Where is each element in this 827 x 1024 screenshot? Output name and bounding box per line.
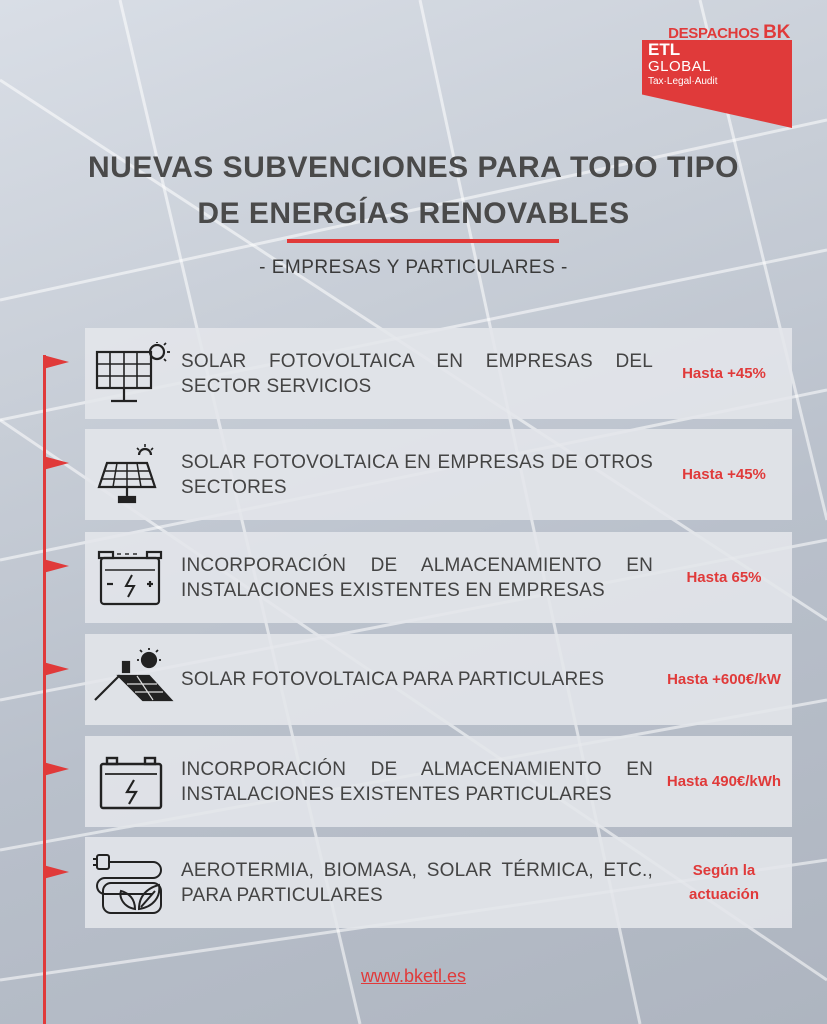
item-label: SOLAR FOTOVOLTAICA PARA PARTICULARES — [181, 669, 605, 690]
website-link[interactable]: www.bketl.es — [360, 966, 467, 986]
subtitle: - EMPRESAS Y PARTICULARES - — [259, 257, 568, 278]
battery-storage-icon — [93, 546, 175, 610]
list-item: SOLAR FOTOVOLTAICA EN EMPRESAS DE OTROS … — [85, 429, 792, 520]
list-item: INCORPORACIÓN DE ALMACENAMIENTO EN INSTA… — [85, 532, 792, 623]
item-amount: Hasta +600€/kW — [667, 670, 781, 688]
item-amount: Según la actuación — [688, 861, 760, 903]
battery-icon — [93, 750, 175, 814]
eco-plug-icon — [93, 851, 175, 915]
solar-panel-stand-icon — [93, 443, 175, 507]
logo-etl: ETL — [648, 40, 681, 59]
list-item: INCORPORACIÓN DE ALMACENAMIENTO EN INSTA… — [85, 736, 792, 827]
title-line-1: NUEVAS SUBVENCIONES PARA TODO TIPO — [88, 151, 739, 184]
list-item: SOLAR FOTOVOLTAICA PARA PARTICULARES Has… — [85, 634, 792, 725]
item-label: AEROTERMIA, BIOMASA, SOLAR TÉRMICA, ETC.… — [181, 859, 653, 906]
page-title: NUEVAS SUBVENCIONES PARA TODO TIPO DE EN… — [40, 145, 787, 237]
item-amount: Hasta +45% — [682, 364, 766, 382]
logo: DESPACHOS BK ETL GLOBAL Tax·Legal·Audit — [640, 22, 792, 128]
item-amount: Hasta +45% — [682, 465, 766, 483]
list-item: AEROTERMIA, BIOMASA, SOLAR TÉRMICA, ETC.… — [85, 837, 792, 928]
title-line-2: DE ENERGÍAS RENOVABLES — [197, 197, 630, 230]
list-item: SOLAR FOTOVOLTAICA EN EMPRESAS DEL SECTO… — [85, 328, 792, 419]
solar-panel-sun-icon — [93, 342, 175, 406]
item-amount: Hasta 65% — [686, 568, 762, 586]
item-label: INCORPORACIÓN DE ALMACENAMIENTO EN INSTA… — [181, 554, 653, 601]
item-amount: Hasta 490€/kWh — [666, 772, 782, 790]
logo-despachos: DESPACHOS BK — [668, 22, 790, 43]
solar-roof-house-icon — [93, 648, 175, 712]
item-label: SOLAR FOTOVOLTAICA EN EMPRESAS DE OTROS … — [181, 451, 653, 498]
title-underline — [287, 239, 559, 243]
item-label: SOLAR FOTOVOLTAICA EN EMPRESAS DEL SECTO… — [181, 350, 653, 397]
logo-tagline: Tax·Legal·Audit — [648, 76, 718, 87]
logo-global: GLOBAL — [648, 58, 712, 75]
item-label: INCORPORACIÓN DE ALMACENAMIENTO EN INSTA… — [181, 758, 653, 805]
timeline-line — [43, 355, 46, 1024]
